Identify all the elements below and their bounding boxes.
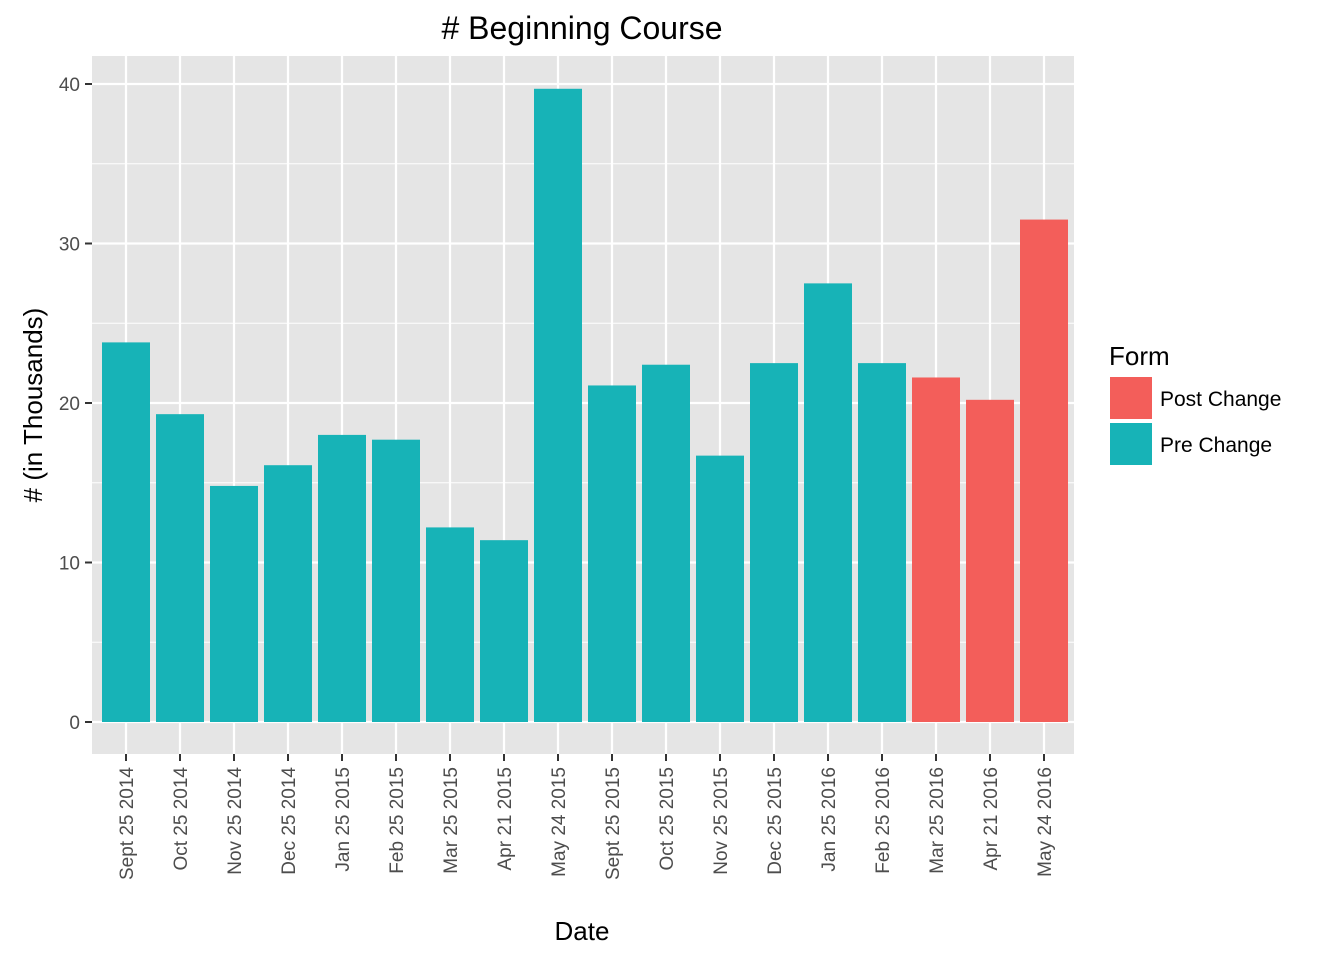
x-tick-label: Mar 25 2016: [927, 767, 948, 874]
x-tick-label: Nov 25 2014: [225, 767, 246, 875]
bar: [264, 465, 312, 722]
bar: [804, 283, 852, 722]
bars: [102, 88, 1068, 722]
x-tick-label: Jan 25 2015: [333, 767, 354, 872]
bar: [588, 385, 636, 722]
bar: [1020, 219, 1068, 722]
legend-title: Form: [1109, 341, 1170, 371]
y-tick-label: 0: [69, 713, 80, 734]
chart-title: # Beginning Course: [441, 10, 722, 46]
x-tick-label: Nov 25 2015: [711, 767, 732, 875]
y-axis-title: # (in Thousands): [18, 308, 48, 503]
x-tick-label: Mar 25 2015: [441, 767, 462, 874]
x-tick-label: Apr 21 2016: [981, 767, 1002, 871]
bar: [210, 485, 258, 722]
legend-swatch: [1110, 377, 1152, 419]
y-tick-label: 10: [59, 554, 80, 575]
y-tick-label: 30: [59, 235, 80, 256]
bar: [534, 88, 582, 722]
bar: [318, 434, 366, 722]
bar: [750, 363, 798, 722]
y-tick-label: 40: [59, 75, 80, 96]
x-tick-label: Feb 25 2016: [873, 767, 894, 874]
bar: [372, 439, 420, 722]
x-tick-label: Sept 25 2015: [603, 767, 624, 880]
bar: [642, 364, 690, 722]
x-axis-title: Date: [555, 916, 610, 946]
x-tick-label: Apr 21 2015: [495, 767, 516, 871]
bar: [102, 342, 150, 722]
legend: Form Post Change Pre Change: [1109, 341, 1281, 465]
legend-swatch: [1110, 423, 1152, 465]
bar: [912, 377, 960, 722]
x-tick-label: Oct 25 2014: [171, 767, 192, 871]
bar: [966, 399, 1014, 722]
x-tick-label: Dec 25 2015: [765, 767, 786, 875]
x-tick-label: May 24 2016: [1035, 767, 1056, 877]
legend-label: Post Change: [1160, 388, 1281, 411]
x-tick-label: Oct 25 2015: [657, 767, 678, 871]
bar: [858, 363, 906, 722]
bar: [480, 540, 528, 722]
x-tick-label: Sept 25 2014: [117, 767, 138, 880]
x-tick-label: Dec 25 2014: [279, 767, 300, 875]
bar: [696, 455, 744, 722]
y-tick-label: 20: [59, 394, 80, 415]
y-axis: 0 10 20 30 40: [59, 75, 92, 734]
x-tick-label: May 24 2015: [549, 767, 570, 877]
x-tick-label: Feb 25 2015: [387, 767, 408, 874]
x-axis: Sept 25 2014 Oct 25 2014 Nov 25 2014 Dec 25…: [117, 754, 1056, 880]
bar: [156, 414, 204, 722]
x-tick-label: Jan 25 2016: [819, 767, 840, 872]
bar: [426, 527, 474, 722]
legend-label: Pre Change: [1160, 434, 1272, 457]
